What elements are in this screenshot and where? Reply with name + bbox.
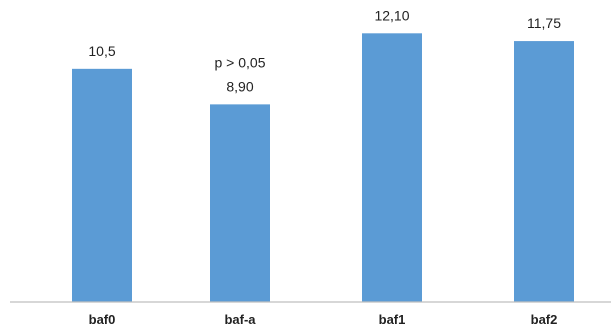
data-label-baf0: 10,5	[88, 43, 115, 59]
bar-baf-a	[210, 104, 270, 302]
data-label-baf1: 12,10	[374, 7, 409, 23]
bar-baf0	[72, 68, 132, 303]
x-tick-label-baf1: baf1	[379, 312, 406, 327]
bars-group	[72, 33, 574, 303]
labels-group: 10,5 baf0 8,90 baf-a 12,10 baf1 11,75 baf2 p > 0…	[88, 7, 561, 327]
bar-baf2	[514, 41, 574, 303]
annotation-p-value: p > 0,05	[215, 54, 266, 70]
data-label-baf-a: 8,90	[226, 78, 253, 94]
data-label-baf2: 11,75	[527, 15, 561, 31]
bar-baf1	[362, 33, 422, 302]
x-tick-label-baf0: baf0	[89, 312, 116, 327]
x-tick-label-baf-a: baf-a	[224, 312, 256, 327]
x-tick-label-baf2: baf2	[531, 312, 558, 327]
